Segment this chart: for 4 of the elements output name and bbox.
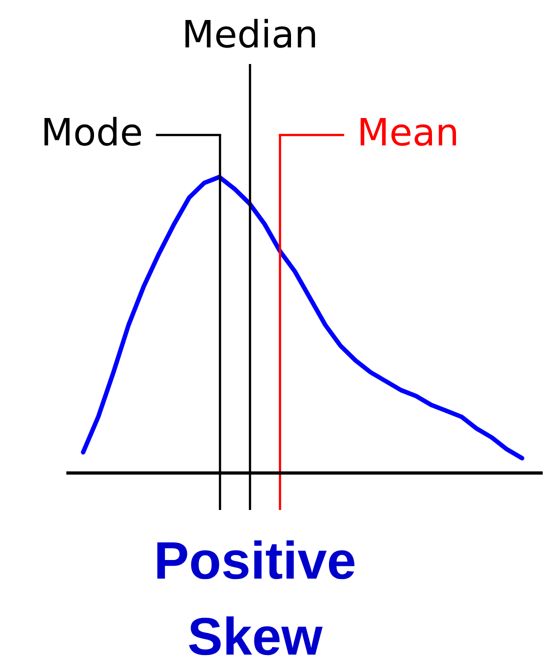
text: Mean xyxy=(360,118,456,146)
text: Positive Skew xyxy=(157,540,354,656)
text: Mode xyxy=(44,116,141,146)
text: Median xyxy=(185,18,316,48)
